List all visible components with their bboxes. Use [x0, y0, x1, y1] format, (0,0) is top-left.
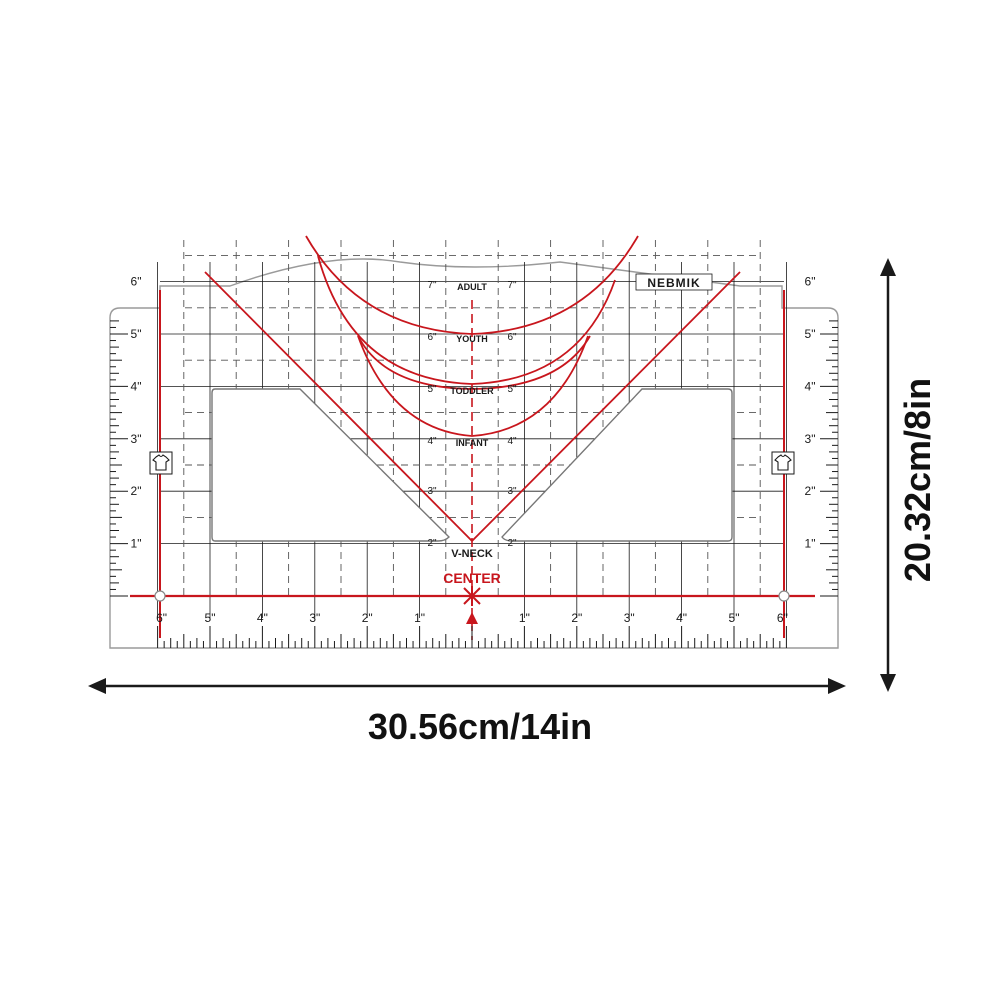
tshirt-icon-shape: [774, 454, 792, 471]
left-window-cutout: [211, 388, 450, 542]
brand-label: NEBMIK: [647, 276, 700, 290]
v-neck-label: V-NECK: [451, 548, 493, 560]
v-neck-right-guide: [471, 271, 741, 542]
center-label: CENTER: [443, 570, 501, 586]
tshirt-icon-shape: [152, 454, 170, 471]
neck-mark-right-label: 2": [507, 538, 517, 549]
width-arrow-left: [88, 678, 106, 694]
bottom-scale-label-left: 3": [309, 611, 320, 625]
toddler-neck-curve: [357, 335, 589, 437]
youth-neck-curve: [317, 255, 616, 385]
bottom-scale-label-right: 2": [571, 611, 582, 625]
right-scale-label: 6": [805, 275, 816, 289]
neck-mark-left-label: 2": [427, 538, 437, 549]
right-hole: [778, 590, 790, 602]
width-arrow-right: [828, 678, 846, 694]
neck-size-label: YOUTH: [456, 334, 488, 344]
neck-mark-right-label: 5": [507, 384, 517, 395]
bottom-scale-label-left: 4": [257, 611, 268, 625]
red-guides: [130, 235, 815, 640]
dimension-arrows: [88, 258, 896, 694]
height-arrow-top: [880, 258, 896, 276]
neck-mark-right-label: 6": [507, 332, 517, 343]
tshirt-icon-frame: [149, 451, 173, 475]
tshirt-icon-left: [149, 451, 173, 475]
neck-size-label: INFANT: [456, 438, 489, 448]
bottom-scale-label-right: 4": [676, 611, 687, 625]
bottom-scale-label-left: 5": [205, 611, 216, 625]
adult-neck-curve: [305, 235, 639, 335]
brand-box: [635, 273, 713, 291]
tshirt-icon-frame: [771, 451, 795, 475]
left-scale-label: 2": [131, 484, 142, 498]
bottom-scale-label-right: 1": [519, 611, 530, 625]
width-dimension-label: 30.56cm/14in: [367, 706, 593, 747]
right-window-cutout: [501, 388, 733, 542]
left-scale-label: 4": [131, 379, 142, 393]
bottom-scale-label-left: 6": [156, 611, 167, 625]
neck-mark-right-label: 3": [507, 486, 517, 497]
bottom-scale-label-right: 3": [624, 611, 635, 625]
infant-neck-curve: [357, 335, 591, 390]
height-arrow-bottom: [880, 674, 896, 692]
neck-mark-left-label: 5": [427, 384, 437, 395]
bottom-scale-label-right: 5": [729, 611, 740, 625]
v-neck-left-guide: [204, 271, 473, 542]
neck-mark-left-label: 7": [427, 280, 437, 291]
center-star-marker: [463, 586, 481, 606]
height-dimension-label: 20.32cm/8in: [897, 377, 938, 583]
neck-size-label: ADULT: [457, 282, 487, 292]
right-scale-label: 2": [805, 484, 816, 498]
right-scale-label: 3": [805, 432, 816, 446]
neck-mark-right-label: 7": [507, 280, 517, 291]
right-scale-label: 5": [805, 327, 816, 341]
ruler-ticks: [110, 320, 838, 648]
right-scale-label: 1": [805, 537, 816, 551]
bottom-scale-label-right: 6": [777, 611, 788, 625]
neck-mark-left-label: 6": [427, 332, 437, 343]
neck-mark-left-label: 3": [427, 486, 437, 497]
bottom-scale-label-left: 2": [362, 611, 373, 625]
left-scale-label: 1": [131, 537, 142, 551]
tshirt-icon-right: [771, 451, 795, 475]
left-hole: [154, 590, 166, 602]
ruler-labels: 6" 5" 4" 3" 2" 1" 1" 2" 3" 4" 5" 6" 1" 1" 2" 2" 3" 3" 4" 4"…: [131, 273, 816, 625]
left-scale-label: 3": [131, 432, 142, 446]
right-scale-label: 4": [805, 379, 816, 393]
neck-mark-left-label: 4": [427, 436, 437, 447]
bottom-scale-label-left: 1": [414, 611, 425, 625]
neck-size-label: TODDLER: [450, 386, 494, 396]
left-scale-label: 6": [131, 275, 142, 289]
neck-mark-right-label: 4": [507, 436, 517, 447]
left-scale-label: 5": [131, 327, 142, 341]
center-arrow-marker: [466, 612, 478, 624]
